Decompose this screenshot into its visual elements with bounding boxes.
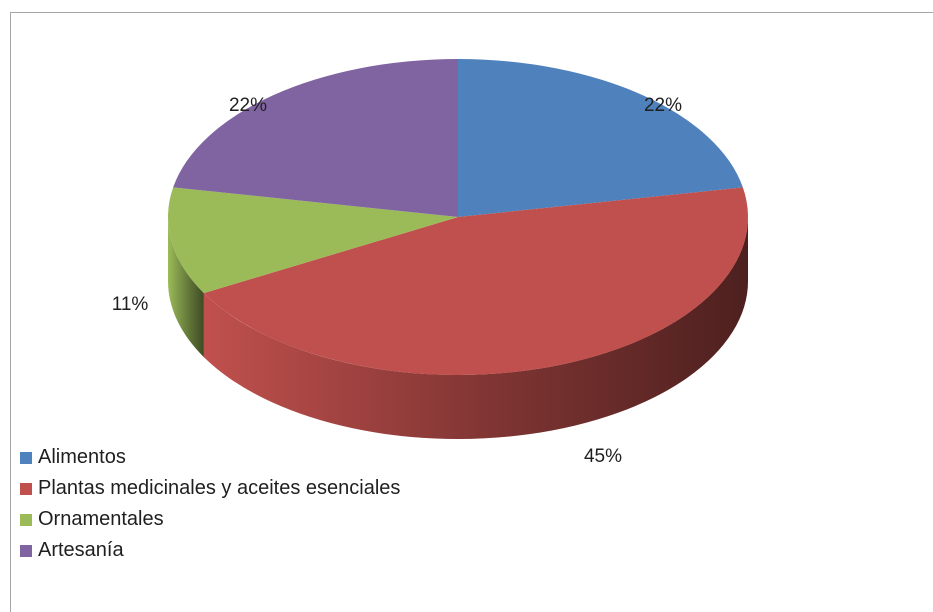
legend: Alimentos Plantas medicinales y aceites e… [20,442,400,566]
legend-swatch [20,451,32,464]
legend-item-plantas-medicinales-y-aceites-esenciales: Plantas medicinales y aceites esenciales [20,473,400,504]
data-label-ornamentales: 11% [112,294,149,315]
pie-sides [168,217,748,439]
legend-label: Plantas medicinales y aceites esenciales [38,477,401,499]
legend-swatch [20,482,32,495]
legend-swatch [20,513,32,526]
legend-item-artesania: Artesanía [20,535,400,566]
slice-side-plantas-medicinales-y-aceites-esenciales-shade [203,217,748,439]
slice-artesania [173,59,458,217]
slice-plantas-medicinales-y-aceites-esenciales [203,187,748,375]
pie-slices [168,59,748,375]
data-label-artesania: 22% [229,95,267,116]
slice-alimentos [458,59,743,217]
pie-data-labels: 22% 45% 11% 22% [112,95,682,467]
legend-label: Artesanía [38,539,124,561]
data-label-alimentos: 22% [644,95,682,116]
legend-swatch [20,544,32,557]
slice-ornamentales [168,187,459,294]
legend-item-alimentos: Alimentos [20,442,400,473]
chart-frame [10,12,933,612]
pie-chart: 22% 45% 11% 22% [112,59,748,467]
legend-label: Ornamentales [38,508,164,530]
legend-item-ornamentales: Ornamentales [20,504,400,535]
legend-label: Alimentos [38,446,126,468]
slice-side-ornamentales-shade [168,217,204,358]
data-label-plantas-medicinales-y-aceites-esenciales: 45% [584,446,622,467]
